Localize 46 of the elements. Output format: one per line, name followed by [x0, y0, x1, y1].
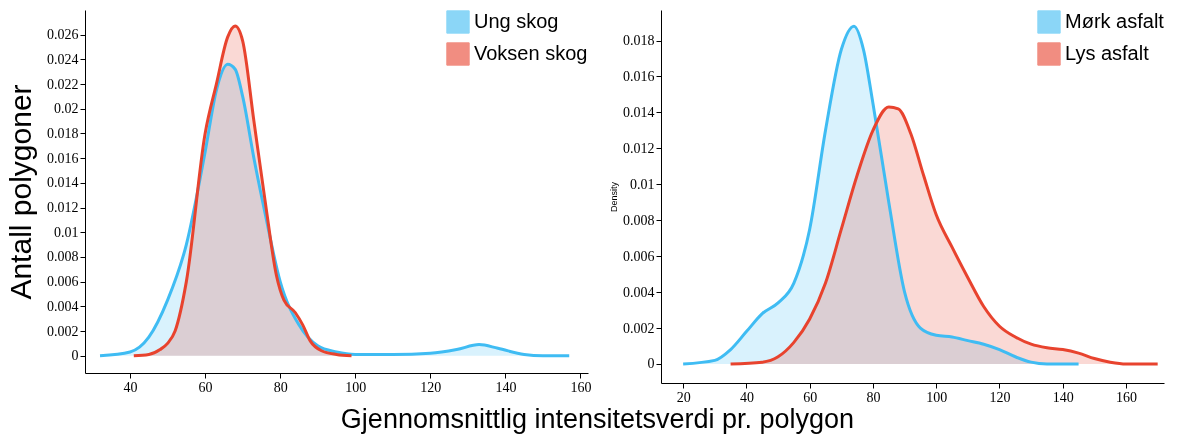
legend-label: Mørk asfalt: [1065, 10, 1165, 32]
y-tick-label: 0: [71, 348, 79, 364]
legend-label: Voksen skog: [474, 42, 588, 64]
y-tick-label: 0.018: [623, 33, 655, 49]
y-tick-label: 0.01: [54, 224, 79, 240]
legend-label: Ung skog: [474, 10, 559, 32]
y-tick-label: 0.01: [630, 176, 655, 192]
y-tick-label: 0.018: [47, 125, 79, 141]
y-tick-label: 0.004: [47, 298, 79, 314]
x-tick-label: 80: [273, 379, 288, 395]
x-tick-label: 60: [198, 379, 213, 395]
x-tick-label: 80: [866, 389, 881, 405]
y-tick-label: 0.012: [623, 140, 655, 156]
x-tick-label: 160: [570, 379, 592, 395]
x-tick-label: 140: [495, 379, 517, 395]
x-tick-label: 100: [345, 379, 367, 395]
x-tick-label: 40: [739, 389, 754, 405]
x-tick-label: 160: [1116, 389, 1138, 405]
x-tick-label: 60: [803, 389, 818, 405]
y-tick-label: 0.006: [623, 248, 655, 264]
y-axis-title: Density: [609, 181, 619, 213]
y-tick-label: 0.016: [47, 150, 79, 166]
y-tick-label: 0.022: [47, 76, 79, 92]
y-tick-label: 0.026: [47, 27, 79, 43]
y-tick-label: 0.016: [623, 68, 655, 84]
y-tick-label: 0.02: [54, 101, 79, 117]
x-axis-title: Gjennomsnittlig intensitetsverdi pr. polygon: [339, 404, 856, 435]
x-tick-label: 20: [676, 389, 691, 405]
y-tick-label: 0.002: [47, 323, 79, 339]
y-tick-label: 0.006: [47, 274, 79, 290]
y-tick-label: 0.024: [47, 51, 79, 67]
y-tick-label: 0.008: [623, 212, 655, 228]
y-tick-label: 0.004: [623, 284, 655, 300]
y-tick-label: 0: [647, 356, 655, 372]
y-tick-label: 0.014: [47, 175, 79, 191]
y-tick-label: 0.008: [47, 249, 79, 265]
y-tick-label: 0.012: [47, 200, 79, 216]
x-tick-label: 120: [989, 389, 1011, 405]
legend-label: Lys asfalt: [1065, 42, 1150, 64]
y-tick-label: 0.014: [623, 104, 655, 120]
x-tick-label: 40: [123, 379, 138, 395]
y-axis-title: Antall polygoner: [4, 84, 37, 300]
x-tick-label: 120: [420, 379, 442, 395]
x-tick-label: 140: [1052, 389, 1074, 405]
y-tick-label: 0.002: [623, 320, 655, 336]
x-tick-label: 100: [926, 389, 948, 405]
